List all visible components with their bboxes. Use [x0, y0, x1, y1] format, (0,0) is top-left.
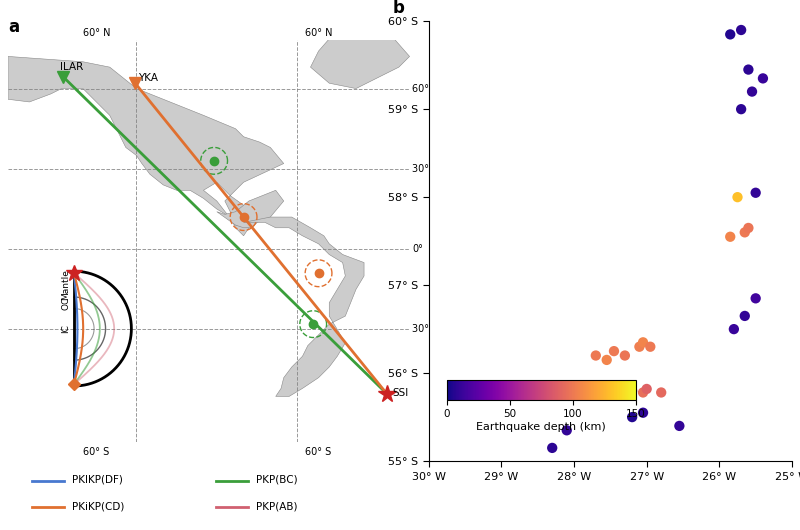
Point [637, 388, 650, 397]
Point [734, 105, 747, 113]
Point [637, 338, 650, 347]
Text: PKP(BC): PKP(BC) [256, 475, 298, 485]
Text: 60° S: 60° S [306, 447, 332, 457]
Text: a: a [8, 19, 19, 37]
Text: 0°: 0° [412, 244, 423, 254]
Point [724, 233, 737, 241]
Point [640, 385, 653, 393]
Point [611, 391, 624, 399]
Point [738, 228, 751, 236]
Text: 60° N: 60° N [305, 28, 332, 38]
Point [607, 347, 620, 355]
Polygon shape [243, 217, 364, 396]
Text: YKA: YKA [138, 73, 158, 83]
Point [637, 409, 650, 417]
Point [590, 351, 602, 360]
Point [655, 388, 668, 397]
Text: 30° N: 30° N [412, 164, 440, 174]
Point [546, 444, 558, 452]
Point [731, 193, 744, 201]
Polygon shape [310, 30, 410, 89]
Point [738, 312, 751, 320]
Text: OC: OC [62, 297, 70, 310]
Point [626, 386, 638, 395]
Text: Mantle: Mantle [62, 270, 70, 301]
Point [626, 413, 638, 421]
Point [734, 26, 747, 34]
Point [560, 426, 573, 435]
Point [618, 351, 631, 360]
Point [742, 65, 755, 74]
Text: b: b [392, 0, 404, 17]
Point [757, 74, 770, 83]
Text: 60° N: 60° N [412, 84, 440, 94]
Point [724, 30, 737, 39]
Polygon shape [217, 190, 284, 228]
Text: PKP(AB): PKP(AB) [256, 501, 298, 511]
Text: 30° S: 30° S [412, 324, 438, 334]
Point [746, 87, 758, 96]
Point [633, 342, 646, 351]
Point [742, 224, 755, 232]
Text: SSI: SSI [392, 388, 409, 399]
Point [750, 189, 762, 197]
Text: PKIKP(DF): PKIKP(DF) [72, 475, 123, 485]
Text: ILAR: ILAR [60, 62, 83, 72]
Text: 60° N: 60° N [82, 28, 110, 38]
Text: PKiKP(CD): PKiKP(CD) [72, 501, 124, 511]
Point [673, 422, 686, 430]
Point [750, 294, 762, 303]
Polygon shape [8, 56, 284, 236]
Text: IC: IC [62, 324, 70, 333]
Point [727, 325, 740, 333]
Point [644, 342, 657, 351]
Point [408, 166, 421, 175]
Text: 60° S: 60° S [83, 447, 110, 457]
Point [600, 356, 613, 364]
